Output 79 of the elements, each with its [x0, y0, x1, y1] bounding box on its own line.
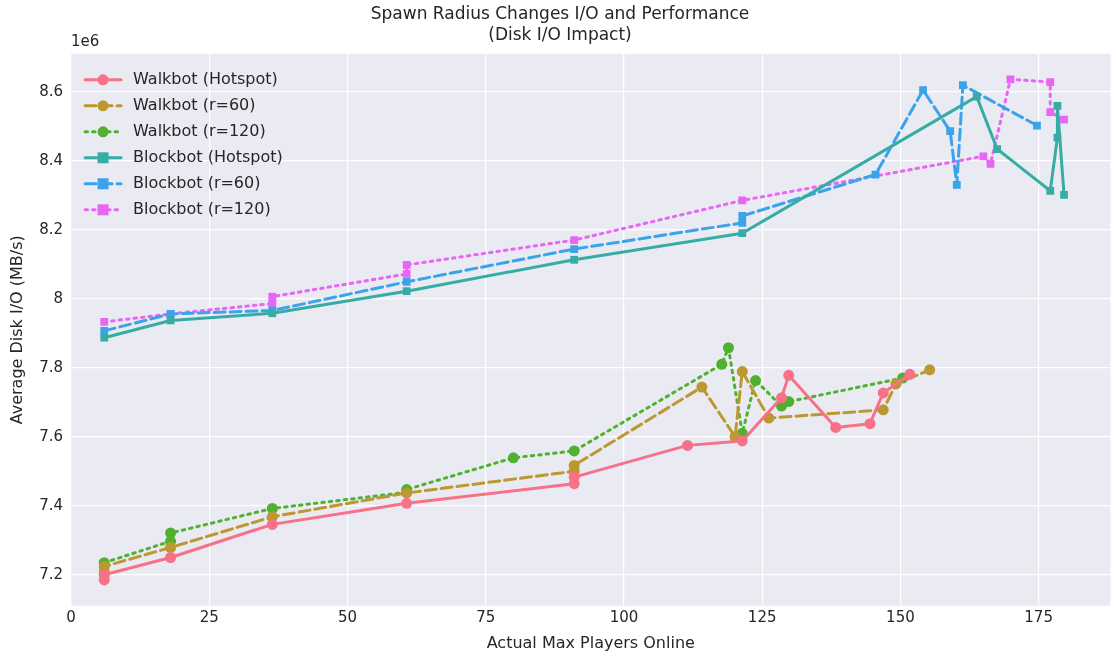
point — [946, 127, 955, 135]
point — [100, 333, 109, 342]
point — [1060, 191, 1068, 199]
point — [716, 358, 728, 370]
point — [401, 497, 413, 509]
legend-label: Blockbot (r=120) — [133, 198, 271, 218]
x-tick-label: 25 — [199, 607, 219, 626]
point — [1060, 115, 1068, 124]
point — [266, 518, 278, 530]
legend-label: Walkbot (r=120) — [133, 120, 266, 140]
point — [1053, 133, 1062, 142]
point — [402, 277, 411, 286]
chart-subtitle: (Disk I/O Impact) — [488, 24, 632, 45]
x-tick-label: 75 — [476, 607, 496, 626]
point — [696, 381, 708, 393]
point — [1006, 75, 1015, 84]
point — [1053, 102, 1062, 110]
y-tick-label: 8.2 — [39, 219, 64, 238]
point — [568, 445, 580, 457]
y-tick-label: 7.4 — [39, 495, 64, 514]
point — [402, 261, 411, 269]
y-axis-title: Average Disk I/O (MB/s) — [6, 235, 26, 425]
point — [736, 435, 748, 447]
point — [722, 342, 734, 354]
point — [783, 369, 795, 381]
legend-label: Blockbot (Hotspot) — [133, 146, 283, 166]
legend-label: Walkbot (r=60) — [133, 94, 256, 114]
point — [924, 364, 936, 376]
point — [165, 527, 177, 539]
point — [507, 452, 519, 464]
y-tick-label: 8.4 — [39, 150, 64, 169]
point — [1046, 78, 1055, 86]
point — [402, 270, 411, 278]
point — [736, 366, 748, 378]
point — [904, 368, 916, 380]
point — [570, 255, 579, 264]
point — [877, 404, 889, 416]
x-tick-label: 150 — [886, 607, 915, 626]
point — [738, 196, 747, 205]
point — [979, 152, 988, 161]
legend-label: Walkbot (Hotspot) — [133, 68, 278, 88]
point — [1046, 108, 1055, 116]
x-tick-label: 175 — [1024, 607, 1053, 626]
point — [682, 439, 694, 451]
point — [877, 387, 889, 399]
y-tick-label: 8 — [53, 288, 64, 307]
text: 1e6 — [71, 32, 100, 51]
x-tick-label: 125 — [747, 607, 777, 626]
y-tick-label: 7.2 — [39, 564, 64, 583]
chart-title: Spawn Radius Changes I/O and Performance — [370, 2, 750, 23]
point — [268, 292, 277, 301]
point — [165, 542, 177, 553]
point — [952, 181, 961, 189]
x-axis-title: Actual Max Players Online — [486, 632, 695, 652]
point — [919, 86, 927, 94]
x-tick-label: 0 — [66, 607, 76, 626]
point — [972, 92, 981, 101]
point — [738, 229, 747, 238]
y-tick-label: 7.6 — [39, 426, 64, 445]
y-tick-label: 8.6 — [39, 81, 64, 100]
point — [986, 159, 995, 168]
point — [993, 145, 1002, 153]
point — [958, 81, 967, 90]
point — [570, 245, 579, 253]
point — [570, 236, 579, 244]
point — [776, 392, 788, 404]
point — [1046, 186, 1055, 195]
legend-label: Blockbot (r=60) — [133, 172, 261, 192]
point — [402, 287, 411, 296]
x-tick-label: 100 — [609, 607, 639, 626]
point — [100, 317, 109, 326]
point — [1033, 121, 1041, 130]
y-tick-label: 7.8 — [39, 357, 64, 376]
x-tick-label: 50 — [337, 607, 358, 626]
point — [864, 418, 876, 430]
point — [165, 552, 177, 563]
point — [830, 421, 842, 433]
point — [738, 212, 747, 220]
point — [750, 375, 762, 387]
